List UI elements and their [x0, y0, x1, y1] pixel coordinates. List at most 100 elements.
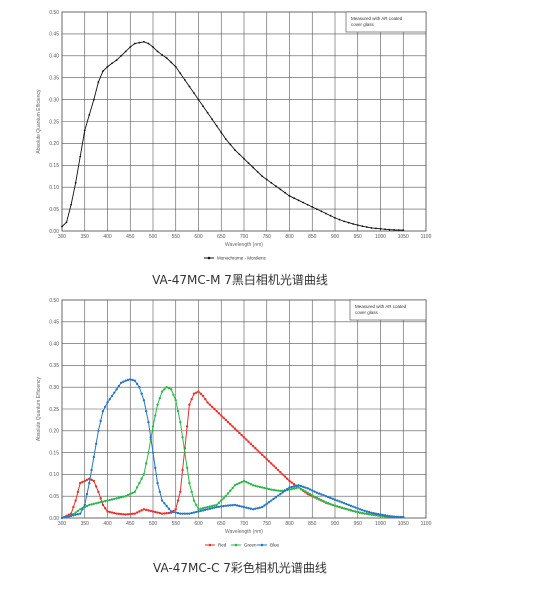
data-point	[147, 509, 150, 512]
data-point	[124, 379, 127, 382]
data-point	[102, 70, 104, 73]
data-point	[181, 512, 184, 515]
data-point	[311, 206, 314, 208]
data-point	[265, 178, 268, 181]
data-point	[144, 462, 148, 465]
data-point	[204, 397, 207, 401]
data-point	[119, 512, 123, 516]
legend-item: Blue	[257, 543, 280, 548]
data-point	[192, 511, 196, 514]
data-point	[290, 485, 293, 489]
x-axis-label: Wavelength (nm)	[225, 242, 263, 248]
data-point	[74, 499, 77, 502]
data-point	[174, 399, 177, 402]
data-point	[135, 511, 139, 514]
y-tick-label: 0.40	[49, 341, 59, 347]
data-point	[375, 227, 377, 230]
data-point	[235, 429, 239, 432]
x-tick-label: 700	[240, 521, 249, 527]
data-point	[265, 502, 268, 506]
data-point	[231, 486, 234, 490]
data-point	[115, 388, 118, 391]
data-point	[329, 502, 332, 506]
data-point	[311, 494, 314, 497]
data-point	[208, 505, 212, 508]
data-point	[106, 65, 109, 68]
data-point	[185, 512, 189, 515]
x-tick-label: 650	[217, 234, 226, 240]
data-point	[210, 405, 214, 409]
data-point	[135, 382, 139, 386]
data-point	[254, 447, 257, 450]
data-point	[99, 419, 102, 423]
data-point	[181, 468, 184, 472]
data-point	[124, 495, 127, 498]
data-point	[329, 214, 332, 217]
series-blue	[60, 378, 405, 520]
data-point	[201, 509, 205, 512]
data-point	[261, 486, 264, 489]
data-point	[206, 401, 209, 404]
data-point	[331, 497, 334, 501]
data-point	[297, 484, 300, 487]
x-tick-label: 800	[285, 521, 294, 527]
data-point	[279, 188, 282, 191]
data-point	[256, 485, 259, 488]
data-point	[240, 433, 243, 437]
data-point	[215, 505, 218, 509]
data-point	[297, 199, 300, 202]
data-point	[297, 486, 300, 489]
x-tick-label: 600	[194, 234, 203, 240]
data-point	[279, 489, 282, 493]
data-point	[179, 420, 182, 424]
data-point	[88, 114, 91, 116]
data-point	[122, 513, 125, 516]
data-point	[204, 506, 207, 509]
data-point	[74, 181, 77, 184]
data-point	[92, 502, 96, 506]
data-point	[190, 511, 193, 515]
data-point	[108, 510, 111, 514]
data-point	[65, 515, 68, 519]
data-point	[176, 511, 180, 515]
data-point	[288, 486, 291, 489]
x-tick-label: 300	[58, 521, 67, 527]
data-point	[379, 227, 382, 230]
data-point	[308, 492, 312, 496]
data-point	[124, 50, 127, 53]
data-point	[288, 488, 291, 491]
data-point	[163, 512, 166, 515]
data-point	[284, 191, 286, 194]
data-point	[88, 481, 91, 485]
x-tick-label: 900	[331, 521, 340, 527]
data-point	[108, 498, 111, 502]
data-point	[113, 497, 116, 501]
data-point	[367, 512, 371, 516]
legend-marker	[234, 543, 238, 547]
data-point	[325, 212, 327, 215]
y-tick-label: 0.25	[49, 119, 59, 125]
data-point	[133, 379, 136, 382]
data-point	[119, 381, 123, 385]
data-point	[320, 210, 323, 213]
data-point	[231, 425, 234, 428]
chart-color: 300 350 400 450 500 550 600 650 700 750 800 850 900 9…	[36, 298, 432, 548]
data-point	[94, 442, 98, 446]
data-point	[354, 510, 357, 513]
data-point	[334, 216, 336, 219]
data-point	[110, 511, 114, 514]
data-point	[133, 42, 136, 45]
data-point	[281, 473, 284, 476]
data-point	[402, 515, 405, 519]
chart-monochrome: 300 350 400 450 500 550 600 650 700 750 800 850 900 9…	[36, 10, 432, 261]
x-tick-label: 800	[285, 234, 294, 240]
data-point	[370, 513, 373, 516]
data-point	[111, 62, 113, 65]
data-point	[388, 515, 391, 518]
legend-label: Blue	[270, 543, 280, 548]
data-point	[251, 484, 255, 487]
data-point	[210, 504, 214, 508]
data-point	[222, 416, 225, 419]
data-point	[197, 508, 200, 511]
x-tick-label: 900	[331, 234, 340, 240]
